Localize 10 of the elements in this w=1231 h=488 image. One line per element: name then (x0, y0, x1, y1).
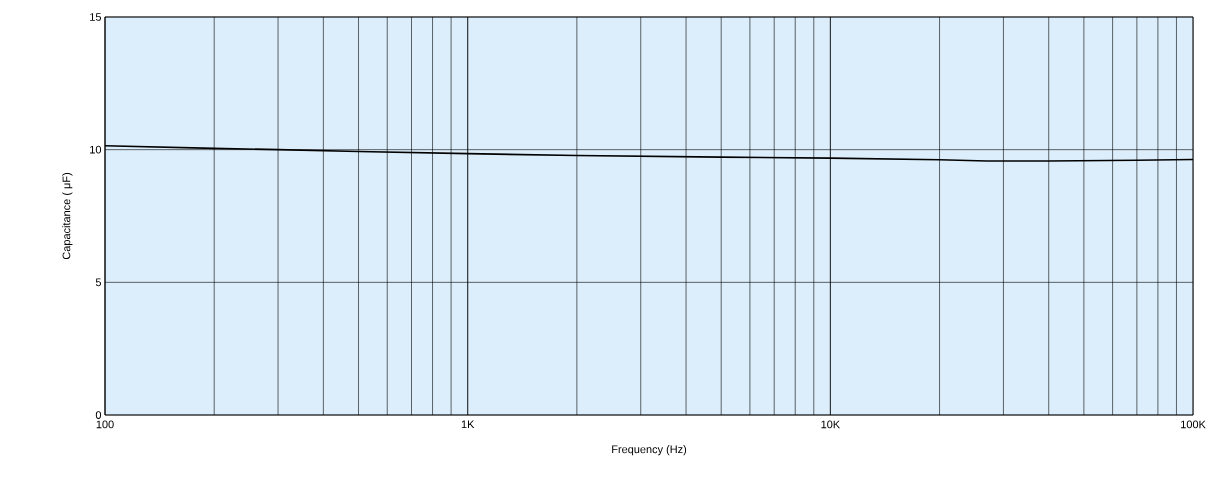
y-tick-label: 10 (90, 145, 102, 154)
x-tick-label: 10K (821, 420, 840, 429)
y-axis-title: Capacitance ( μF) (62, 173, 73, 260)
y-tick-label: 15 (90, 13, 102, 21)
x-tick-label: 100K (1181, 420, 1206, 429)
y-tick-label: 0 (95, 411, 102, 419)
y-tick-label: 5 (95, 278, 102, 287)
x-tick-label: 100 (96, 420, 114, 429)
x-tick-label: 1K (461, 420, 475, 429)
x-axis-title: Frequency (Hz) (612, 445, 687, 456)
